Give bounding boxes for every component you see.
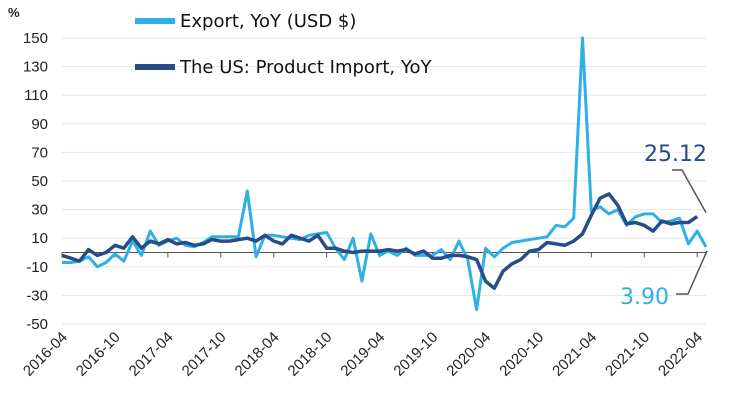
series-lines	[61, 36, 708, 312]
y-tick-label: 150	[23, 30, 48, 47]
x-tick-label: 2021-04	[549, 329, 600, 380]
grid-lines	[62, 37, 706, 325]
y-tick-label: 90	[31, 116, 48, 133]
x-tick-label: 2019-10	[390, 329, 441, 380]
callout-line-export	[676, 250, 708, 295]
y-tick-label: -50	[26, 316, 48, 333]
x-tick-label: 2017-04	[126, 329, 177, 380]
y-tick-label: 50	[31, 173, 48, 190]
x-tick-label: 2016-10	[73, 329, 124, 380]
y-tick-label: 70	[31, 144, 48, 161]
x-tick-label: 2020-04	[443, 329, 494, 380]
annotations: 25.12 3.90	[620, 142, 708, 310]
legend-label-import: The US: Product Import, YoY	[179, 57, 432, 78]
y-tick-label: 30	[31, 202, 48, 219]
callout-line-import	[672, 169, 707, 213]
x-tick-label: 2017-10	[179, 329, 230, 380]
x-tick-label: 2021-10	[602, 329, 653, 380]
y-tick-label: -30	[26, 287, 48, 304]
y-tick-label: 10	[31, 230, 48, 247]
y-tick-label: 110	[24, 87, 48, 104]
x-tick-label: 2016-04	[20, 329, 71, 380]
end-label-import: 25.12	[644, 142, 707, 167]
legend: Export, YoY (USD $) The US: Product Impo…	[135, 11, 432, 78]
y-tick-label: 130	[23, 59, 48, 76]
y-tick-label: -10	[26, 259, 48, 276]
x-tick-label: 2019-04	[337, 329, 388, 380]
x-tick-label: 2022-04	[655, 329, 706, 380]
end-label-export: 3.90	[620, 285, 669, 310]
x-tick-label: 2018-04	[232, 329, 283, 380]
legend-label-export: Export, YoY (USD $)	[180, 11, 356, 32]
series-line-export	[62, 36, 708, 312]
y-axis-unit: %	[8, 5, 20, 20]
series-line-import	[61, 192, 699, 291]
x-tick-label: 2020-10	[496, 329, 547, 380]
x-tick-label: 2018-10	[285, 329, 336, 380]
y-axis-ticks: 150 130 110 90 70 50 30 10 -10 -30 -50	[23, 30, 48, 333]
